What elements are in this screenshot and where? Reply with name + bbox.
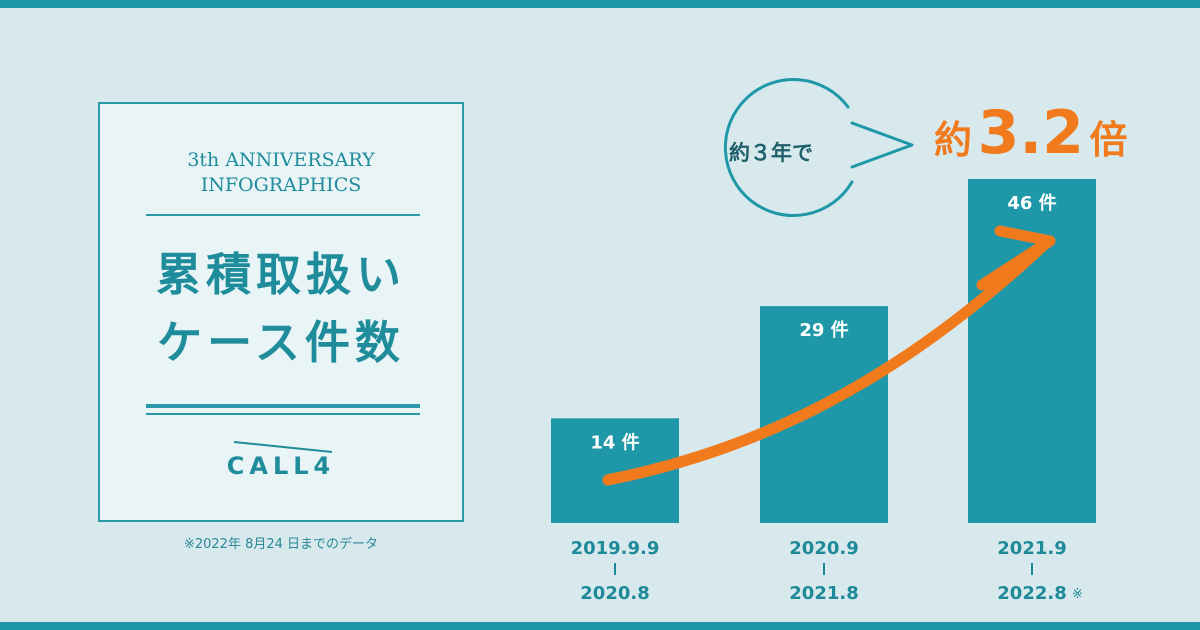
bar-value-label-2: 29 件 xyxy=(799,319,848,341)
bar-2 xyxy=(760,306,888,523)
bar-value-label-3: 46 件 xyxy=(1007,192,1056,214)
category-end-3: 2022.8 xyxy=(997,583,1066,604)
category-start-3: 2021.9 xyxy=(997,538,1066,559)
card-double-rule-bottom xyxy=(146,413,420,415)
card-title-line2: INFOGRAPHICS xyxy=(200,174,362,196)
title-card: 3th ANNIVERSARY INFOGRAPHICS 累積取扱い ケース件数… xyxy=(98,102,464,522)
category-end-2: 2021.8 xyxy=(789,583,858,604)
multiplier-suffix: 倍 xyxy=(1089,118,1128,162)
bottom-band xyxy=(0,622,1200,630)
call4-logo: CALL4 xyxy=(226,452,336,480)
trend-arrow-head xyxy=(976,225,1056,291)
chevron-right-icon xyxy=(850,121,914,169)
trend-arrow-brush xyxy=(606,247,1038,478)
trend-arrow-icon xyxy=(602,225,1056,486)
card-title-line1: 3th ANNIVERSARY xyxy=(187,149,375,171)
callout-bubble-icon xyxy=(723,78,914,217)
logo-line-mark xyxy=(234,441,333,453)
data-note: ※2022年 8月24 日までのデータ xyxy=(183,537,379,552)
card-heading-line1: 累積取扱い xyxy=(155,248,406,301)
category-start-1: 2019.9.9 xyxy=(571,538,660,559)
multiplier-callout: 約 3.2 倍 xyxy=(934,98,1127,168)
callout-bubble-text: 約３年で xyxy=(729,141,813,165)
top-band xyxy=(0,0,1200,8)
card-divider xyxy=(146,214,420,216)
category-start-2: 2020.9 xyxy=(789,538,858,559)
labels: 14 件 2019.9.9 2020.8 29 件 2020.9 2021.8 46 件 20… xyxy=(571,192,1083,604)
category-note-mark-3: ※ xyxy=(1072,587,1083,602)
multiplier-prefix: 約 xyxy=(934,118,973,162)
bar-3 xyxy=(968,179,1096,523)
bubble-arc xyxy=(723,78,854,217)
trend-arrow-stroke xyxy=(602,239,1050,486)
bar-value-label-1: 14 件 xyxy=(590,431,639,453)
multiplier-value: 3.2 xyxy=(977,98,1084,168)
category-end-1: 2020.8 xyxy=(580,583,649,604)
card-heading-line2: ケース件数 xyxy=(157,316,405,369)
card-double-rule-top xyxy=(146,404,420,408)
